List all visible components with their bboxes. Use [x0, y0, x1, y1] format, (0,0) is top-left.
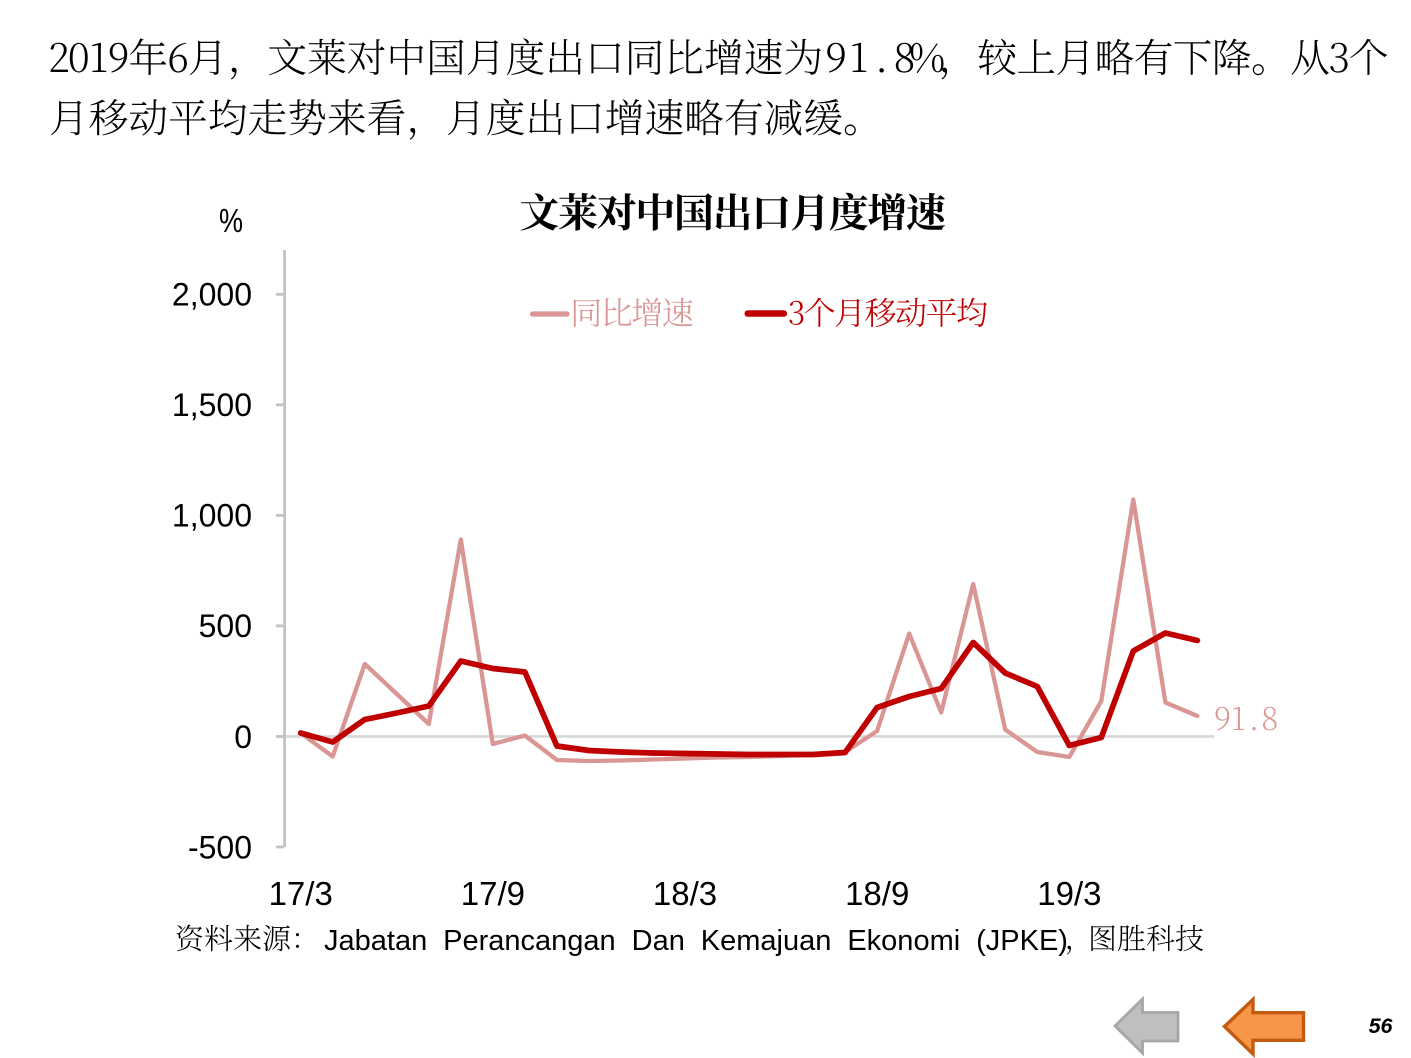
svg-text:18/9: 18/9: [845, 875, 909, 912]
svg-text:2,000: 2,000: [172, 277, 252, 313]
svg-text:-500: -500: [188, 829, 252, 865]
svg-text:1,000: 1,000: [172, 498, 252, 534]
svg-text:18/3: 18/3: [653, 875, 717, 912]
svg-text:Jabatan Perancangan Dan Kemaju: Jabatan Perancangan Dan Kemajuan Ekonomi…: [324, 925, 1068, 957]
svg-text:0: 0: [234, 719, 252, 755]
svg-text:17/9: 17/9: [461, 875, 525, 912]
svg-text:500: 500: [199, 608, 252, 644]
svg-text:17/3: 17/3: [269, 875, 333, 912]
svg-text:56: 56: [1369, 1014, 1394, 1038]
svg-text:%: %: [219, 202, 243, 239]
svg-text:19/3: 19/3: [1037, 875, 1101, 912]
svg-text:1,500: 1,500: [172, 387, 252, 423]
